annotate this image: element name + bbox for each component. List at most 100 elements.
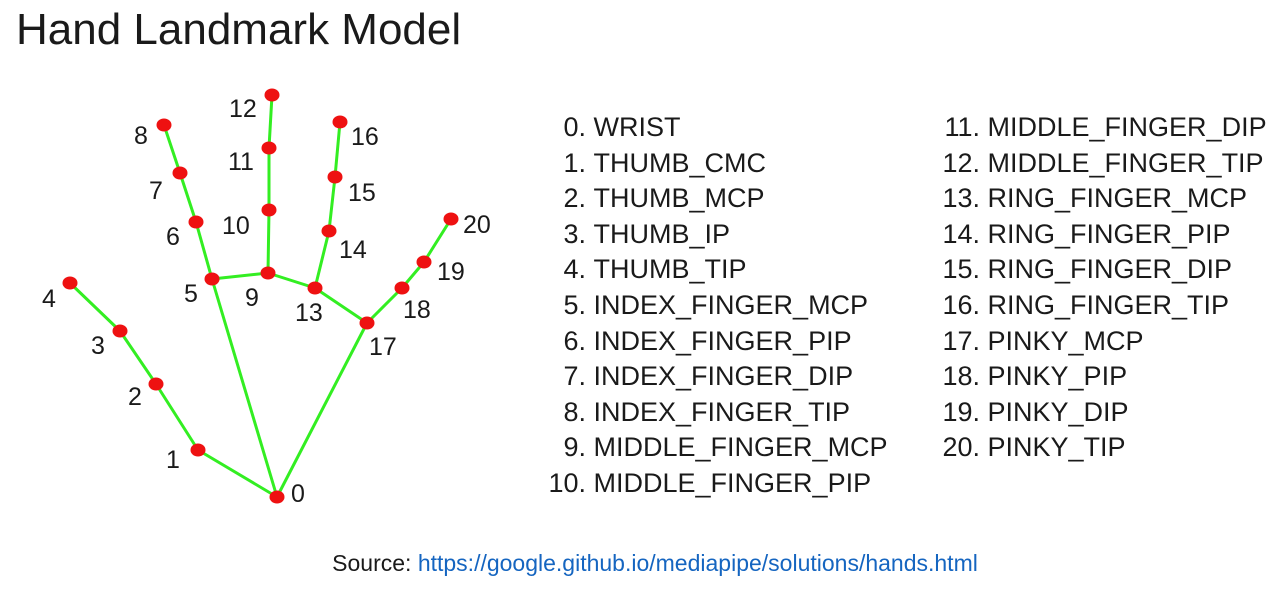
hand-landmark-points bbox=[62, 88, 459, 504]
legend-item-8: 8. INDEX_FINGER_TIP bbox=[536, 395, 888, 431]
landmark-legend-right: 11. MIDDLE_FINGER_DIP 12. MIDDLE_FINGER_T… bbox=[930, 110, 1267, 466]
legend-item-2: 2. THUMB_MCP bbox=[536, 181, 888, 217]
legend-item-name: INDEX_FINGER_MCP bbox=[593, 289, 869, 320]
legend-item-name: THUMB_CMC bbox=[593, 147, 767, 178]
legend-item-4: 4. THUMB_TIP bbox=[536, 252, 888, 288]
legend-item-name: THUMB_TIP bbox=[593, 254, 747, 285]
legend-item-5: 5. INDEX_FINGER_MCP bbox=[536, 288, 888, 324]
legend-item-name: RING_FINGER_MCP bbox=[987, 183, 1248, 214]
landmark-point-8 bbox=[156, 118, 172, 132]
connection-9-10 bbox=[266, 208, 271, 275]
landmark-label-0: 0 bbox=[291, 480, 305, 508]
legend-item-number: 20. bbox=[942, 432, 980, 463]
legend-item-name: PINKY_DIP bbox=[987, 396, 1129, 427]
legend-item-number: 18. bbox=[942, 361, 980, 392]
landmark-point-14 bbox=[321, 224, 337, 238]
legend-item-0: 0. WRIST bbox=[536, 110, 888, 146]
legend-item-number: 12. bbox=[942, 147, 980, 178]
legend-item-number: 16. bbox=[942, 289, 980, 320]
landmark-label-1: 1 bbox=[166, 446, 180, 474]
legend-item-1: 1. THUMB_CMC bbox=[536, 146, 888, 182]
legend-item-15: 15. RING_FINGER_DIP bbox=[930, 252, 1267, 288]
legend-item-number: 14. bbox=[942, 218, 980, 249]
landmark-label-9: 9 bbox=[245, 284, 259, 312]
legend-item-19: 19. PINKY_DIP bbox=[930, 395, 1267, 431]
landmark-point-2 bbox=[148, 377, 164, 391]
landmark-label-10: 10 bbox=[222, 212, 250, 240]
legend-item-number: 11. bbox=[944, 112, 980, 142]
connection-5-6 bbox=[194, 220, 214, 281]
connection-2-3 bbox=[118, 329, 158, 386]
landmark-point-10 bbox=[261, 203, 277, 217]
landmark-label-19: 19 bbox=[437, 258, 465, 286]
connection-15-16 bbox=[333, 120, 342, 179]
legend-item-16: 16. RING_FINGER_TIP bbox=[930, 288, 1267, 324]
legend-item-number: 8. bbox=[563, 396, 586, 427]
legend-item-name: PINKY_MCP bbox=[987, 325, 1144, 356]
connection-3-4 bbox=[68, 281, 122, 333]
source-label: Source: bbox=[332, 550, 412, 576]
landmark-point-18 bbox=[394, 281, 410, 295]
connection-0-17 bbox=[275, 321, 369, 499]
landmark-label-3: 3 bbox=[91, 332, 105, 360]
landmark-label-2: 2 bbox=[128, 383, 142, 411]
connection-13-17 bbox=[313, 286, 369, 325]
connection-19-20 bbox=[422, 217, 453, 264]
legend-item-number: 0. bbox=[563, 112, 586, 142]
legend-item-name: WRIST bbox=[593, 112, 681, 142]
legend-item-3: 3. THUMB_IP bbox=[536, 217, 888, 253]
landmark-label-5: 5 bbox=[184, 280, 198, 308]
hand-connections bbox=[68, 93, 453, 499]
legend-item-number: 2. bbox=[563, 183, 586, 214]
legend-item-12: 12. MIDDLE_FINGER_TIP bbox=[930, 146, 1267, 182]
landmark-point-15 bbox=[327, 170, 343, 184]
landmark-point-13 bbox=[307, 281, 323, 295]
legend-item-number: 19. bbox=[942, 396, 980, 427]
legend-item-name: INDEX_FINGER_DIP bbox=[593, 361, 854, 392]
legend-item-number: 17. bbox=[942, 325, 980, 356]
source-caption: Source: https://google.github.io/mediapi… bbox=[0, 546, 1283, 580]
legend-item-name: MIDDLE_FINGER_TIP bbox=[987, 147, 1264, 178]
legend-item-name: THUMB_IP bbox=[593, 218, 731, 249]
landmark-point-11 bbox=[261, 141, 277, 155]
landmark-point-19 bbox=[416, 255, 432, 269]
legend-item-name: PINKY_PIP bbox=[987, 361, 1128, 392]
landmark-label-11: 11 bbox=[228, 148, 254, 176]
page-title: Hand Landmark Model bbox=[16, 5, 462, 54]
legend-item-10: 10. MIDDLE_FINGER_PIP bbox=[536, 466, 888, 502]
legend-item-name: RING_FINGER_TIP bbox=[987, 289, 1230, 320]
legend-item-number: 10. bbox=[548, 467, 586, 498]
landmark-label-4: 4 bbox=[42, 285, 56, 313]
landmark-label-6: 6 bbox=[166, 223, 180, 251]
legend-item-20: 20. PINKY_TIP bbox=[930, 430, 1267, 466]
landmark-legend-left: 0. WRIST 1. THUMB_CMC 2. THUMB_MCP 3. THUMB… bbox=[536, 110, 888, 502]
legend-item-name: PINKY_TIP bbox=[987, 432, 1126, 463]
landmark-label-7: 7 bbox=[149, 177, 163, 205]
legend-item-number: 6. bbox=[563, 325, 586, 356]
connection-11-12 bbox=[267, 93, 274, 150]
landmark-label-15: 15 bbox=[348, 179, 376, 207]
legend-item-number: 15. bbox=[942, 254, 980, 285]
landmark-point-12 bbox=[264, 88, 280, 102]
legend-item-name: MIDDLE_FINGER_PIP bbox=[593, 467, 872, 498]
connection-9-13 bbox=[266, 271, 317, 290]
legend-item-7: 7. INDEX_FINGER_DIP bbox=[536, 359, 888, 395]
landmark-point-3 bbox=[112, 324, 128, 338]
legend-item-number: 7. bbox=[563, 361, 586, 392]
connection-13-14 bbox=[313, 229, 331, 290]
legend-item-17: 17. PINKY_MCP bbox=[930, 324, 1267, 360]
legend-item-name: MIDDLE_FINGER_DIP bbox=[987, 112, 1267, 142]
landmark-point-17 bbox=[359, 316, 375, 330]
landmark-point-7 bbox=[172, 166, 188, 180]
landmark-label-13: 13 bbox=[295, 299, 323, 327]
source-link[interactable]: https://google.github.io/mediapipe/solut… bbox=[417, 550, 978, 576]
legend-item-number: 9. bbox=[563, 432, 586, 463]
legend-item-number: 13. bbox=[942, 183, 980, 214]
landmark-point-16 bbox=[332, 115, 348, 129]
landmark-point-0 bbox=[269, 490, 285, 504]
legend-item-number: 4. bbox=[563, 254, 586, 285]
landmark-point-9 bbox=[260, 266, 276, 280]
connection-6-7 bbox=[178, 171, 198, 224]
landmark-point-20 bbox=[443, 212, 459, 226]
